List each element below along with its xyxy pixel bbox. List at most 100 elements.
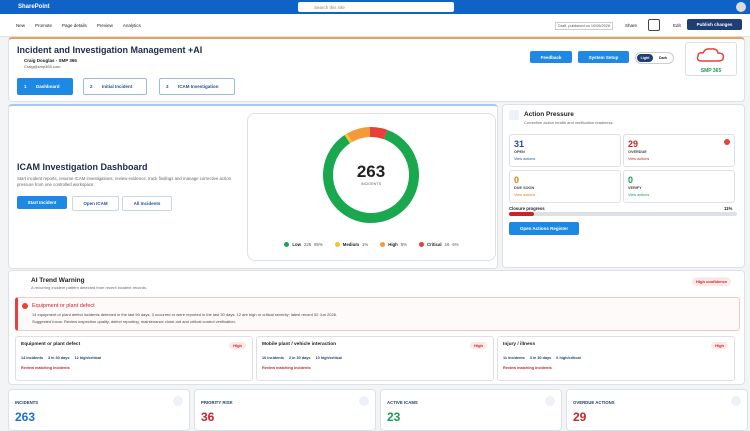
- donut: [323, 127, 419, 223]
- trend-item-badge: High: [470, 342, 487, 349]
- donut-segment: [344, 133, 353, 144]
- trend-card: AI Trend Warning A recurring incident pa…: [8, 270, 745, 385]
- trend-link[interactable]: Review matching incidents: [503, 366, 552, 370]
- toolbar-items: New Promote Page details Preview Analytics: [16, 23, 141, 28]
- trend-stat: 11 incidents: [503, 356, 525, 360]
- step[interactable]: 1 Dashboard: [17, 78, 73, 95]
- start-incident[interactable]: Start Incident: [17, 196, 67, 209]
- tile-link[interactable]: View actions: [514, 157, 536, 161]
- kpi-label: PRIORITY RISK: [201, 400, 233, 405]
- dashboard-card: ICAM Investigation Dashboard Start incid…: [8, 104, 498, 269]
- trend-subtitle: A recurring incident pattern detected fr…: [31, 285, 148, 290]
- ap-title: Action Pressure: [524, 111, 574, 118]
- icon: [509, 110, 519, 120]
- tile-link[interactable]: View actions: [514, 193, 536, 197]
- publish[interactable]: Publish changes: [687, 19, 742, 30]
- alert-icon: [22, 303, 28, 309]
- edit[interactable]: Edit: [673, 23, 681, 28]
- toolbar-item[interactable]: New: [16, 23, 26, 28]
- dark[interactable]: Dark: [659, 56, 667, 60]
- tile-alert: [724, 139, 730, 145]
- toolbar: New Promote Page details Preview Analytics D…: [0, 14, 750, 37]
- avatar[interactable]: [736, 2, 746, 12]
- register[interactable]: Open Actions Register: [509, 222, 579, 235]
- donut-total-label: INCIDENTS: [360, 182, 382, 186]
- legend-item: Medium 1%: [334, 242, 369, 247]
- trend-item-title: Injury / illness: [503, 342, 535, 347]
- toolbar-item[interactable]: Promote: [35, 23, 53, 28]
- tile: 31 OPEN View actions: [509, 134, 621, 167]
- legend-name: High: [388, 242, 398, 247]
- tile: 0 DUE SOON View actions: [509, 170, 621, 203]
- toolbar-item[interactable]: Page details: [62, 23, 87, 28]
- step-num: 3: [166, 84, 169, 89]
- alert: Equipment or plant defect 14 equipment o…: [15, 297, 740, 331]
- donut-segment: [347, 127, 371, 143]
- step[interactable]: 2 Initial Incident: [83, 78, 147, 95]
- trend-stats: 10 incidents 2 in 30 days 10 high/critical: [262, 356, 342, 360]
- trend-item-badge: High: [229, 342, 246, 349]
- legend-item: Critical 16 6%: [419, 242, 459, 247]
- legend-item: High 8%: [380, 242, 407, 247]
- legend-dot: [419, 242, 424, 247]
- donut-total: 263: [356, 162, 386, 181]
- header-card: Incident and Investigation Management +A…: [8, 37, 745, 102]
- trend-stat: 14 incidents: [21, 356, 43, 360]
- confidence: High confidence: [692, 277, 732, 286]
- legend-percent: 8%: [400, 242, 407, 247]
- trend-stat: 10 high/critical: [315, 356, 343, 360]
- tile-link[interactable]: View actions: [628, 193, 650, 197]
- logo: SMP 365: [685, 42, 737, 76]
- legend-percent: 6%: [452, 242, 459, 247]
- donut-panel: 263 INCIDENTS Low 225 86% Medium 1% High 8% Cri…: [247, 113, 496, 261]
- toolbar-item[interactable]: Analytics: [122, 23, 141, 28]
- kpi-value: 36: [201, 410, 215, 424]
- step-label: Dashboard: [36, 84, 60, 89]
- legend-dot: [284, 242, 290, 247]
- trend-stat: 3 in 30 days: [47, 356, 70, 360]
- feedback[interactable]: Feedback: [530, 51, 572, 63]
- progress-text: 11%: [724, 206, 733, 211]
- open-icam[interactable]: Open ICAM: [72, 196, 119, 211]
- status: Draft, published on 10/06/2026: [555, 22, 613, 30]
- legend-count: 225: [304, 242, 312, 247]
- theme-toggle[interactable]: Light Dark: [635, 52, 674, 64]
- trend-stat: 3 in 30 days: [529, 356, 552, 360]
- step[interactable]: 3 ICAM Investigation: [159, 78, 235, 95]
- email: Craig@smp365.com: [24, 64, 61, 69]
- all-incidents[interactable]: All Incidents: [122, 196, 172, 211]
- toolbar-item[interactable]: Preview: [96, 23, 113, 28]
- legend-percent: 1%: [362, 242, 369, 247]
- app-name[interactable]: SharePoint: [18, 4, 50, 10]
- light[interactable]: Light: [637, 54, 653, 62]
- trend-stats: 14 incidents 3 in 30 days 12 high/critical: [21, 356, 101, 360]
- expand[interactable]: [648, 19, 660, 31]
- setup[interactable]: System Setup: [578, 51, 629, 63]
- trend-item-title: Equipment or plant defect: [21, 342, 81, 347]
- tile-label: OVERDUE: [628, 150, 647, 154]
- trend-link[interactable]: Review matching incidents: [262, 366, 311, 370]
- tile-link[interactable]: View actions: [628, 157, 650, 161]
- title: Incident and Investigation Management +A…: [17, 45, 203, 55]
- user: Craig Douglas - SMP 365: [24, 58, 77, 63]
- kpi-icon: [731, 396, 741, 406]
- top-bar: SharePoint Search this site: [0, 0, 750, 14]
- alert-text: 14 equipment or plant defect incidents d…: [32, 312, 338, 317]
- progress-label: Closure progress: [509, 206, 545, 211]
- step-label: ICAM Investigation: [178, 84, 219, 89]
- legend-count: 16: [444, 242, 450, 247]
- kpi-value: 23: [387, 410, 401, 424]
- search-placeholder: Search this site: [314, 4, 345, 10]
- trend-link[interactable]: Review matching incidents: [21, 366, 70, 370]
- share[interactable]: Share: [625, 23, 638, 28]
- alert-title: Equipment or plant defect: [32, 303, 95, 309]
- trend-item: Injury / illness High 11 incidents 3 in 30 …: [497, 336, 735, 381]
- trend-stat: 12 high/critical: [74, 356, 102, 360]
- tile-label: OPEN: [514, 150, 525, 154]
- tile: 29 OVERDUE View actions: [623, 134, 735, 167]
- legend-dot: [380, 242, 386, 247]
- progress-track: [509, 212, 737, 216]
- tile: 0 VERIFY View actions: [623, 170, 735, 203]
- search-box[interactable]: Search this site: [298, 2, 454, 12]
- logo-cloud: [696, 48, 725, 62]
